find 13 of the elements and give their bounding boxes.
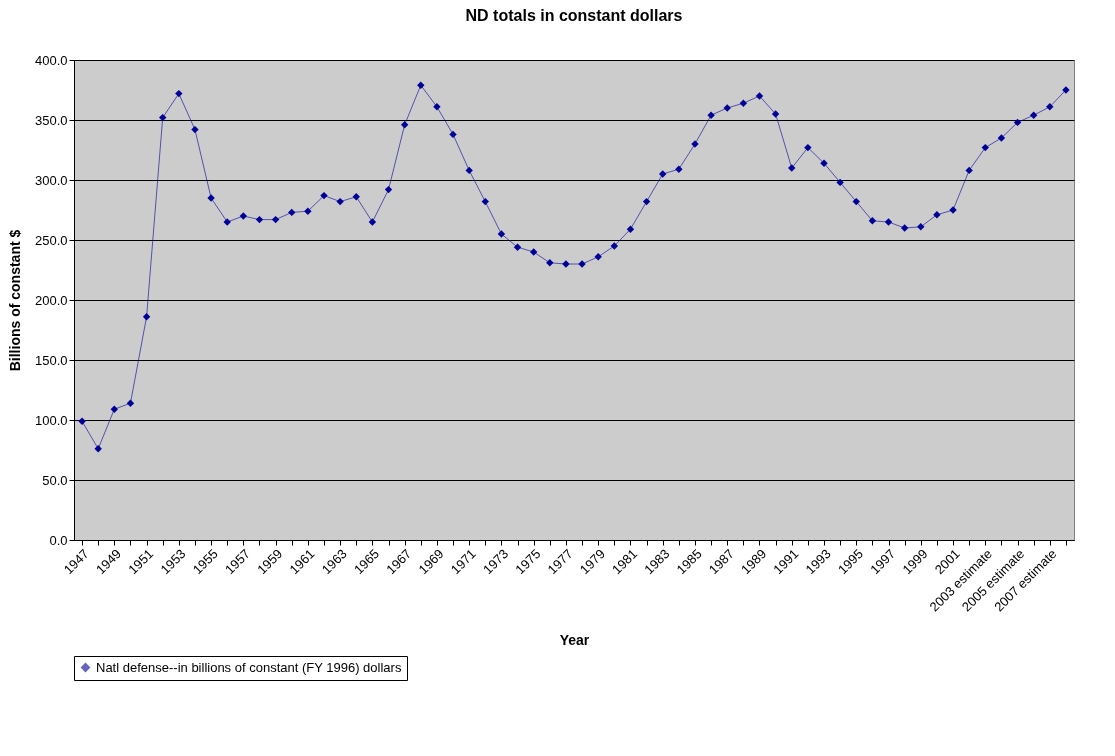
chart-title: ND totals in constant dollars — [465, 7, 683, 24]
y-tick-label: 200.0 — [34, 292, 68, 308]
x-axis-title: Year — [559, 632, 590, 649]
y-tick-label: 100.0 — [34, 412, 68, 428]
y-tick-label: 250.0 — [34, 232, 68, 248]
legend-label: Natl defense--in billions of constant (FY 1996) dollars — [96, 659, 402, 675]
y-tick-label: 400.0 — [34, 52, 68, 68]
y-tick-label: 50.0 — [42, 472, 68, 488]
y-axis-title: Billions of constant $ — [6, 229, 23, 372]
y-tick-label: 0.0 — [49, 532, 68, 548]
y-tick-label: 350.0 — [34, 112, 68, 128]
y-tick-label: 300.0 — [34, 172, 68, 188]
y-tick-label: 150.0 — [34, 352, 68, 368]
